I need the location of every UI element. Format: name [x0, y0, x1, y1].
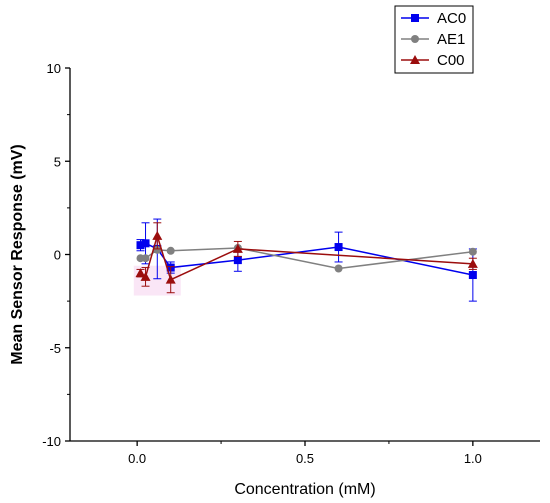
x-tick-label: 0.0	[128, 451, 146, 466]
data-point	[334, 264, 343, 273]
axes-layer: -10 -5 0 5 10 0.0 0.5 1.0	[42, 61, 540, 466]
legend-swatch-marker	[411, 14, 419, 22]
series-ae1	[136, 243, 477, 273]
legend-item-ac0: AC0	[401, 10, 466, 27]
data-point	[468, 247, 477, 256]
x-tick-label: 1.0	[464, 451, 482, 466]
y-tick-label: -10	[42, 434, 61, 449]
legend-label: C00	[437, 52, 465, 69]
data-point	[141, 254, 150, 263]
data-point	[136, 241, 145, 250]
y-axis-title: Mean Sensor Response (mV)	[9, 144, 26, 365]
data-point	[141, 239, 150, 248]
legend-label: AE1	[437, 31, 465, 48]
data-point	[232, 243, 243, 253]
y-tick-label: -5	[49, 341, 61, 356]
data-point	[153, 245, 162, 254]
legend-item-ae1: AE1	[401, 31, 465, 48]
data-point	[165, 274, 176, 284]
x-tick-label: 0.5	[296, 451, 314, 466]
data-point	[135, 268, 146, 278]
data-point	[152, 230, 163, 240]
legend-label: AC0	[437, 10, 466, 27]
data-point	[140, 271, 151, 281]
data-point	[166, 246, 175, 255]
legend: AC0 AE1 C00	[394, 5, 474, 74]
data-point	[468, 271, 477, 280]
series-layer	[135, 218, 478, 302]
legend-item-c00: C00	[401, 52, 465, 69]
y-tick-label: 0	[54, 248, 61, 263]
data-point	[233, 256, 242, 265]
data-point	[467, 258, 478, 268]
legend-swatch-marker	[410, 55, 420, 64]
series-c00	[135, 222, 478, 294]
legend-swatch-marker	[411, 35, 419, 43]
x-axis-title: Concentration (mM)	[234, 481, 375, 498]
y-tick-label: 10	[47, 61, 61, 76]
data-point	[334, 243, 343, 252]
y-tick-label: 5	[54, 154, 61, 169]
